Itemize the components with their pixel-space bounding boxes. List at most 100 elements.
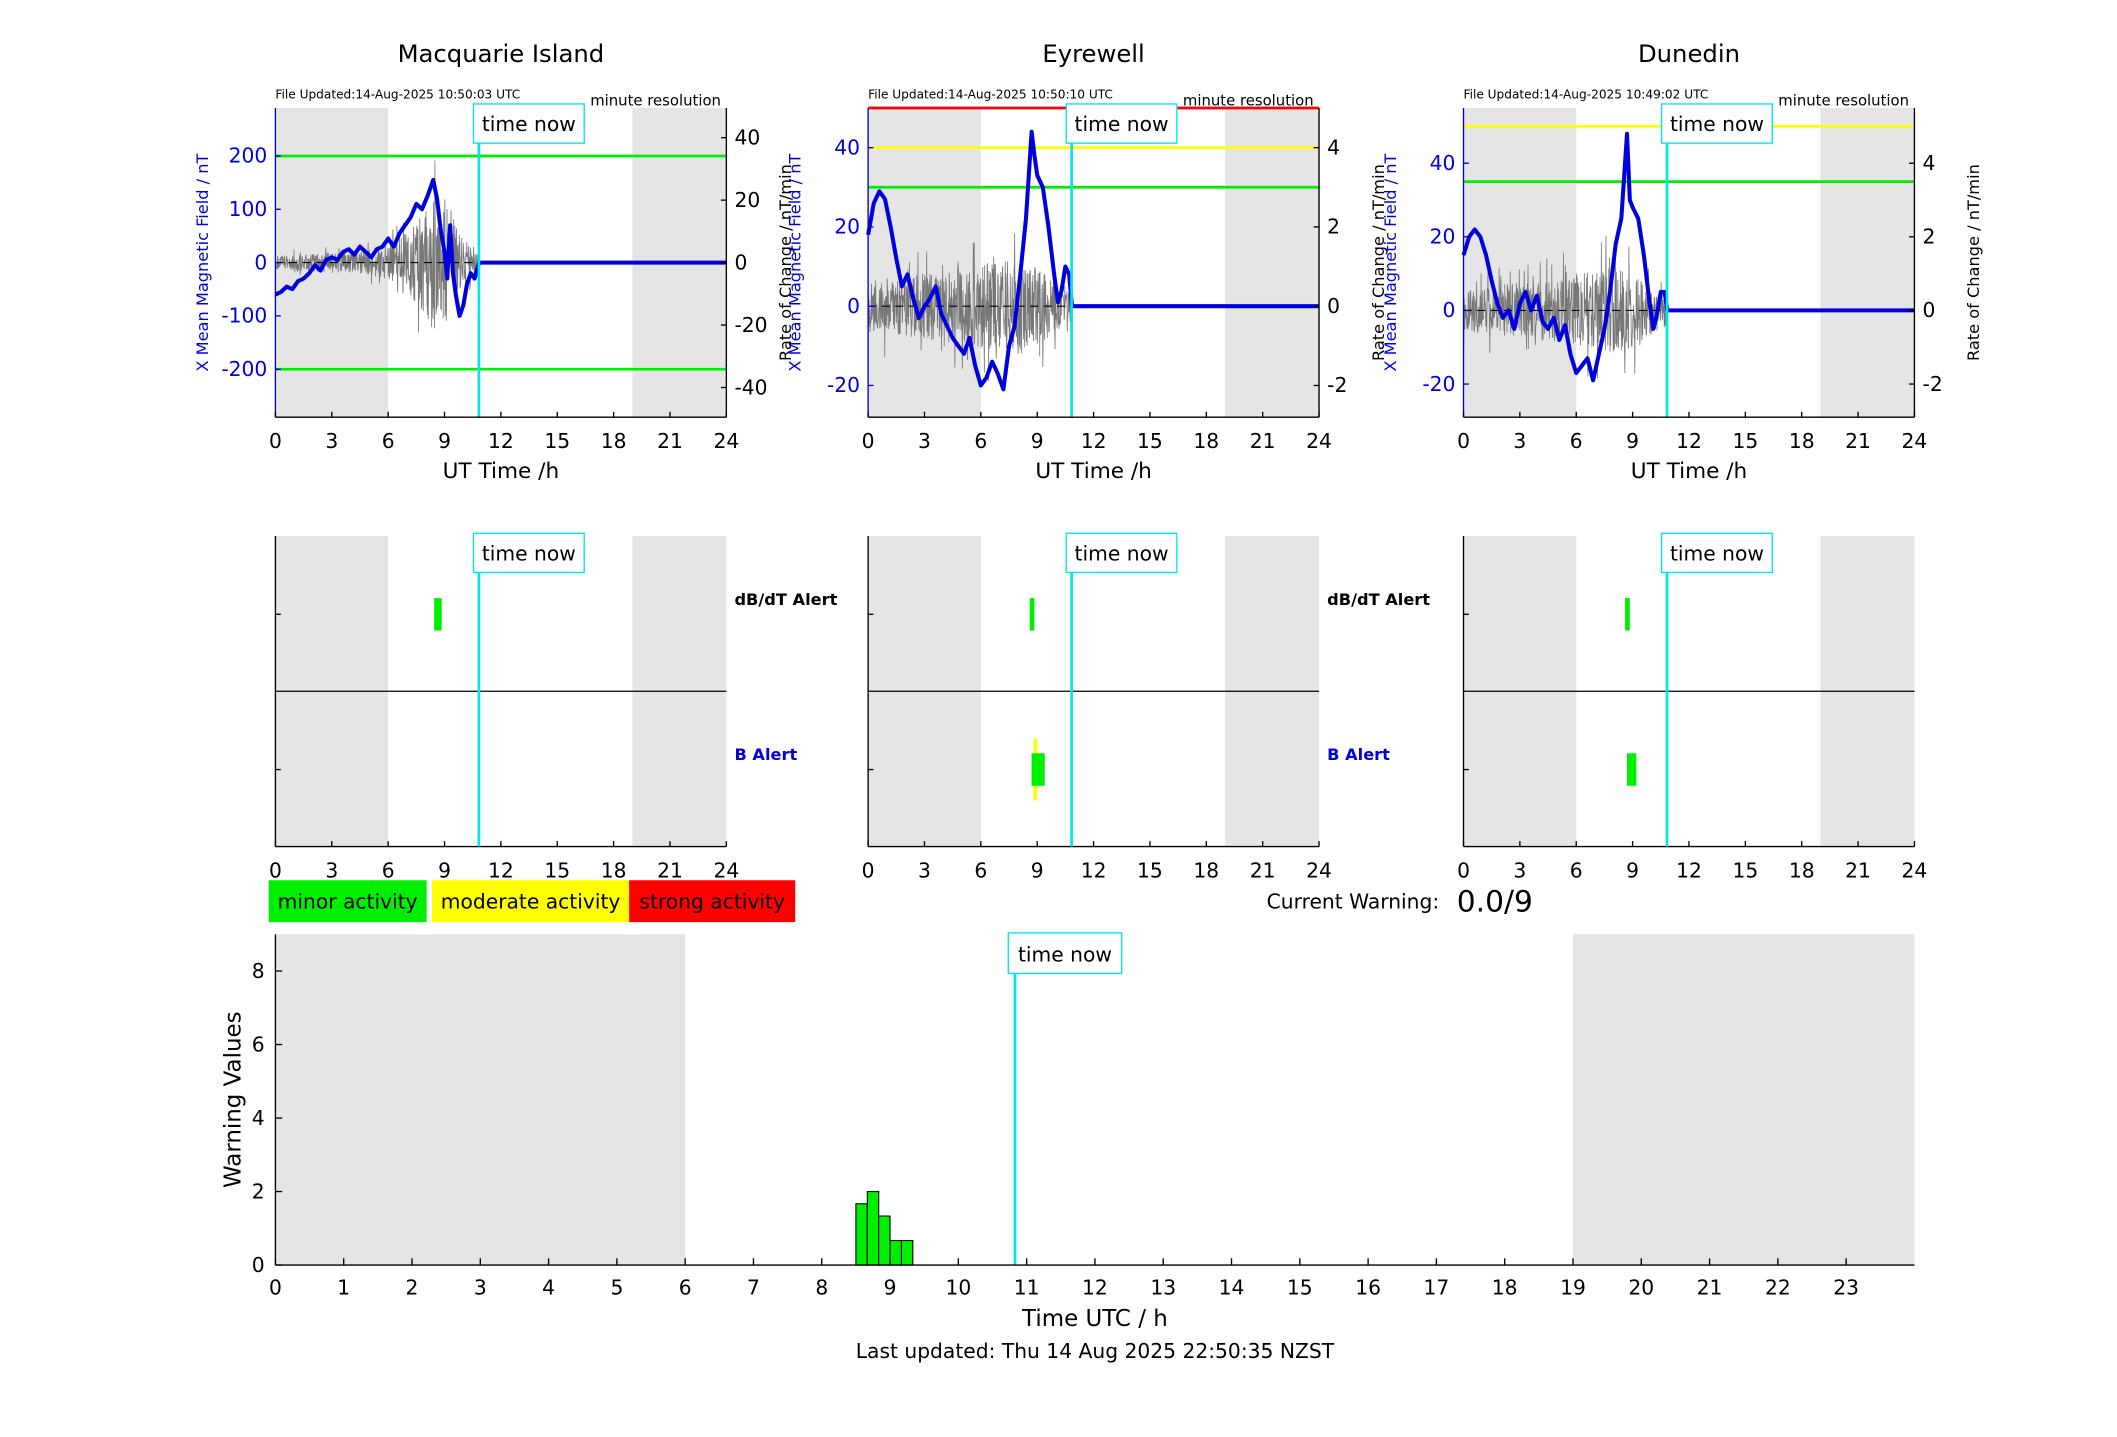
last-updated-text: Last updated: Thu 14 Aug 2025 22:50:35 N… <box>856 1339 1335 1363</box>
warning-x-tick-label: 20 <box>1628 1276 1654 1300</box>
activity-legend: minor activity moderate activity strong … <box>268 880 796 923</box>
right-tick-label: 20 <box>734 188 760 212</box>
right-tick-label: 4 <box>1327 135 1340 159</box>
right-tick-label: 2 <box>1327 215 1340 239</box>
time-now-label: time now <box>1670 112 1764 136</box>
alert-x-tick-label: 24 <box>713 859 739 883</box>
x-axis-label: UT Time /h <box>1035 459 1152 484</box>
station-panel-2: Dunedin File Updated:14-Aug-2025 10:49:02… <box>1381 39 1983 882</box>
night-band <box>1820 108 1915 418</box>
alert-x-tick-label: 9 <box>1031 859 1044 883</box>
x-tick-label: 21 <box>657 429 683 453</box>
warning-bar <box>889 1239 902 1266</box>
alert-x-tick-label: 0 <box>1457 859 1470 883</box>
legend-minor-swatch <box>268 880 427 923</box>
alert-x-tick-label: 6 <box>1570 859 1583 883</box>
y-axis-label-right: Rate of Change / nT/min <box>1369 164 1388 361</box>
warning-x-tick-label: 1 <box>337 1276 350 1300</box>
x-tick-label: 0 <box>1457 429 1470 453</box>
left-tick-label: 0 <box>847 294 860 318</box>
left-tick-label: 20 <box>1430 225 1456 249</box>
right-tick-label: -2 <box>1327 373 1347 397</box>
left-tick-label: -20 <box>827 373 860 397</box>
x-tick-label: 3 <box>1513 429 1526 453</box>
station-title: Dunedin <box>1638 39 1740 68</box>
warning-x-tick-label: 2 <box>406 1276 419 1300</box>
warning-x-tick-label: 15 <box>1287 1276 1313 1300</box>
resolution-label: minute resolution <box>590 91 721 109</box>
alert-time-now-label: time now <box>1075 541 1169 565</box>
file-updated-text: File Updated:14-Aug-2025 10:50:10 UTC <box>868 88 1113 102</box>
alert-time-now-box <box>472 532 585 574</box>
warning-bar <box>878 1215 891 1266</box>
station-panel-0: Macquarie Island File Updated:14-Aug-2025… <box>193 39 838 882</box>
warning-x-axis-label: Time UTC / h <box>1021 1306 1168 1332</box>
x-tick-label: 24 <box>1902 429 1928 453</box>
alert-x-tick-label: 24 <box>1902 859 1928 883</box>
alert-x-tick-label: 3 <box>325 859 338 883</box>
x-axis-label: UT Time /h <box>443 459 560 484</box>
station-panel-1: Eyrewell File Updated:14-Aug-2025 10:50:1… <box>786 39 1431 882</box>
time-now-box <box>1660 103 1773 144</box>
x-axis-label: UT Time /h <box>1631 459 1748 484</box>
warning-x-tick-label: 11 <box>1014 1276 1040 1300</box>
x-tick-label: 18 <box>1193 429 1219 453</box>
field-series-line <box>1461 131 1915 383</box>
legend-minor-label: minor activity <box>278 890 418 914</box>
warning-x-tick-label: 16 <box>1355 1276 1381 1300</box>
right-tick-label: 40 <box>734 125 760 149</box>
db-alert-mark <box>434 598 442 631</box>
warning-x-tick-label: 22 <box>1765 1276 1791 1300</box>
alert-x-tick-label: 12 <box>1676 859 1702 883</box>
x-tick-label: 0 <box>862 429 875 453</box>
alert-time-now-box <box>1065 532 1178 574</box>
alert-x-tick-label: 3 <box>918 859 931 883</box>
warning-x-tick-label: 4 <box>542 1276 555 1300</box>
x-tick-label: 18 <box>1789 429 1815 453</box>
y-axis-label-left: X Mean Magnetic Field / nT <box>1381 153 1400 371</box>
time-now-label: time now <box>482 112 576 136</box>
db-alert-mark <box>1625 598 1630 631</box>
warning-x-tick-label: 19 <box>1560 1276 1586 1300</box>
left-tick-label: 40 <box>834 135 860 159</box>
y-axis-label-right: Rate of Change / nT/min <box>776 164 795 361</box>
b-alert-label: B Alert <box>1327 745 1390 764</box>
alert-x-tick-label: 18 <box>1193 859 1219 883</box>
left-tick-label: 20 <box>834 215 860 239</box>
alert-x-tick-label: 18 <box>601 859 627 883</box>
left-tick-label: 0 <box>1443 298 1456 322</box>
x-tick-label: 3 <box>918 429 931 453</box>
alert-x-tick-label: 9 <box>1626 859 1639 883</box>
alert-time-now-box <box>1660 532 1773 574</box>
alert-x-tick-label: 6 <box>974 859 987 883</box>
left-tick-label: 40 <box>1430 151 1456 175</box>
night-band <box>1225 108 1320 418</box>
alert-x-tick-label: 18 <box>1789 859 1815 883</box>
night-band <box>1463 108 1577 418</box>
x-tick-label: 6 <box>382 429 395 453</box>
x-tick-label: 9 <box>1626 429 1639 453</box>
x-tick-label: 9 <box>1031 429 1044 453</box>
right-tick-label: 0 <box>1327 294 1340 318</box>
resolution-label: minute resolution <box>1778 91 1909 109</box>
field-series-line <box>274 177 727 318</box>
legend-strong-label: strong activity <box>639 890 785 914</box>
warning-x-tick-label: 7 <box>747 1276 760 1300</box>
warning-x-tick-label: 18 <box>1492 1276 1518 1300</box>
warning-x-tick-label: 10 <box>945 1276 971 1300</box>
station-title: Macquarie Island <box>398 39 605 68</box>
y-axis-label-right: Rate of Change / nT/min <box>1964 164 1983 361</box>
b-alert-mark <box>1031 753 1045 786</box>
right-tick-label: -2 <box>1923 372 1943 396</box>
current-warning: Current Warning: 0.0/9 <box>1267 884 1533 919</box>
warning-y-tick-label: 8 <box>252 959 265 983</box>
warning-time-now-box <box>1007 932 1123 975</box>
file-updated-text: File Updated:14-Aug-2025 10:50:03 UTC <box>275 88 520 102</box>
station-panels: Macquarie Island File Updated:14-Aug-2025… <box>193 39 1983 882</box>
left-tick-label: -20 <box>1422 372 1455 396</box>
left-tick-label: 200 <box>229 144 268 168</box>
alert-panel: time now 0 3 6 9 12 15 18 21 24 dB/dT Alert B Alert <box>862 532 1430 883</box>
warning-x-tick-label: 0 <box>269 1276 282 1300</box>
